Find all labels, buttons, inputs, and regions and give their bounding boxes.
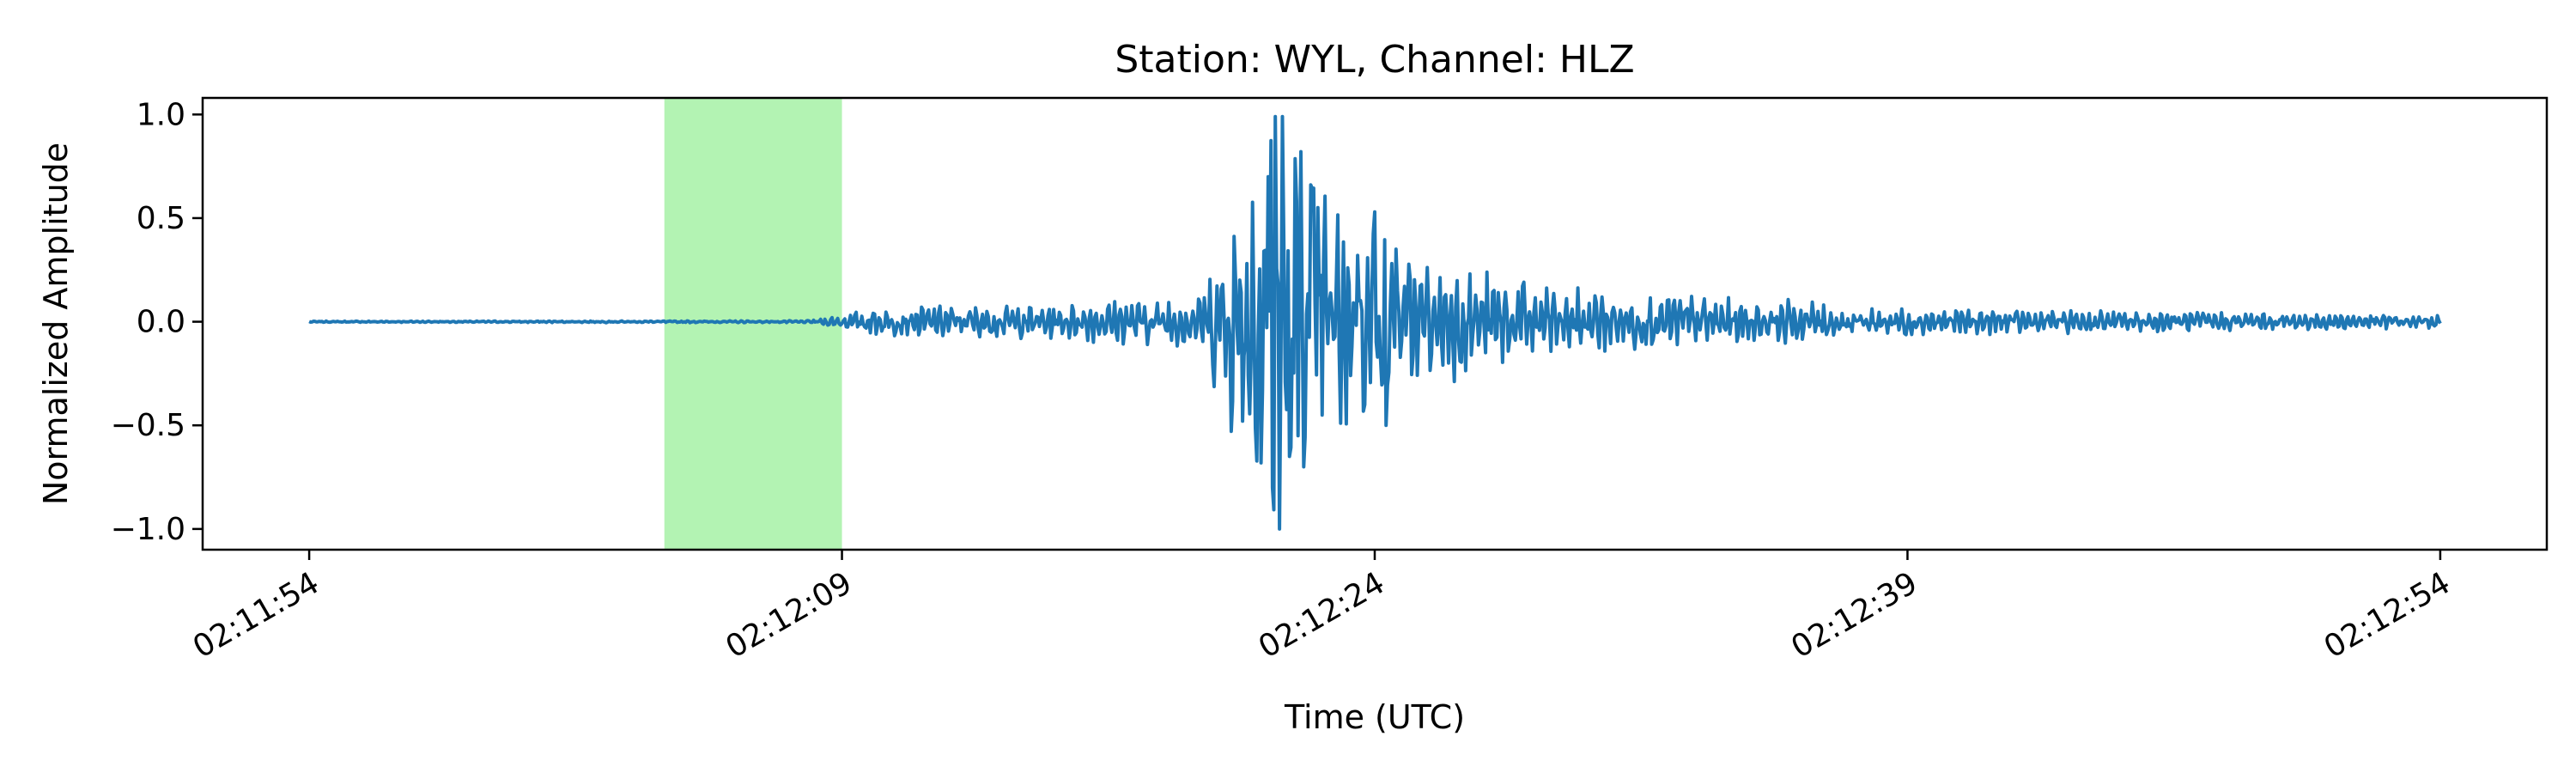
x-tick-label: 02:12:54	[2318, 565, 2457, 665]
y-tick-label: 0.5	[137, 201, 185, 236]
y-tick-label: 1.0	[137, 97, 185, 132]
y-axis: 1.0 0.5 0.0 −0.5 −1.0	[111, 97, 203, 547]
x-tick-label: 02:12:24	[1253, 565, 1391, 665]
x-axis: 02:11:54 02:12:09 02:12:24 02:12:39 02:12:54	[187, 550, 2456, 666]
x-tick-label: 02:11:54	[187, 565, 325, 665]
waveform-trace	[308, 114, 2442, 531]
x-tick-label: 02:12:39	[1785, 565, 1923, 665]
chart-title: Station: WYL, Channel: HLZ	[1115, 38, 1634, 82]
x-tick-label: 02:12:09	[720, 565, 859, 665]
y-tick-label: 0.0	[137, 305, 185, 340]
y-tick-label: −0.5	[111, 408, 185, 443]
y-tick-label: −1.0	[111, 512, 185, 547]
y-axis-label: Normalized Amplitude	[37, 143, 75, 505]
trace-layer	[308, 114, 2442, 531]
x-axis-label: Time (UTC)	[1284, 698, 1465, 736]
